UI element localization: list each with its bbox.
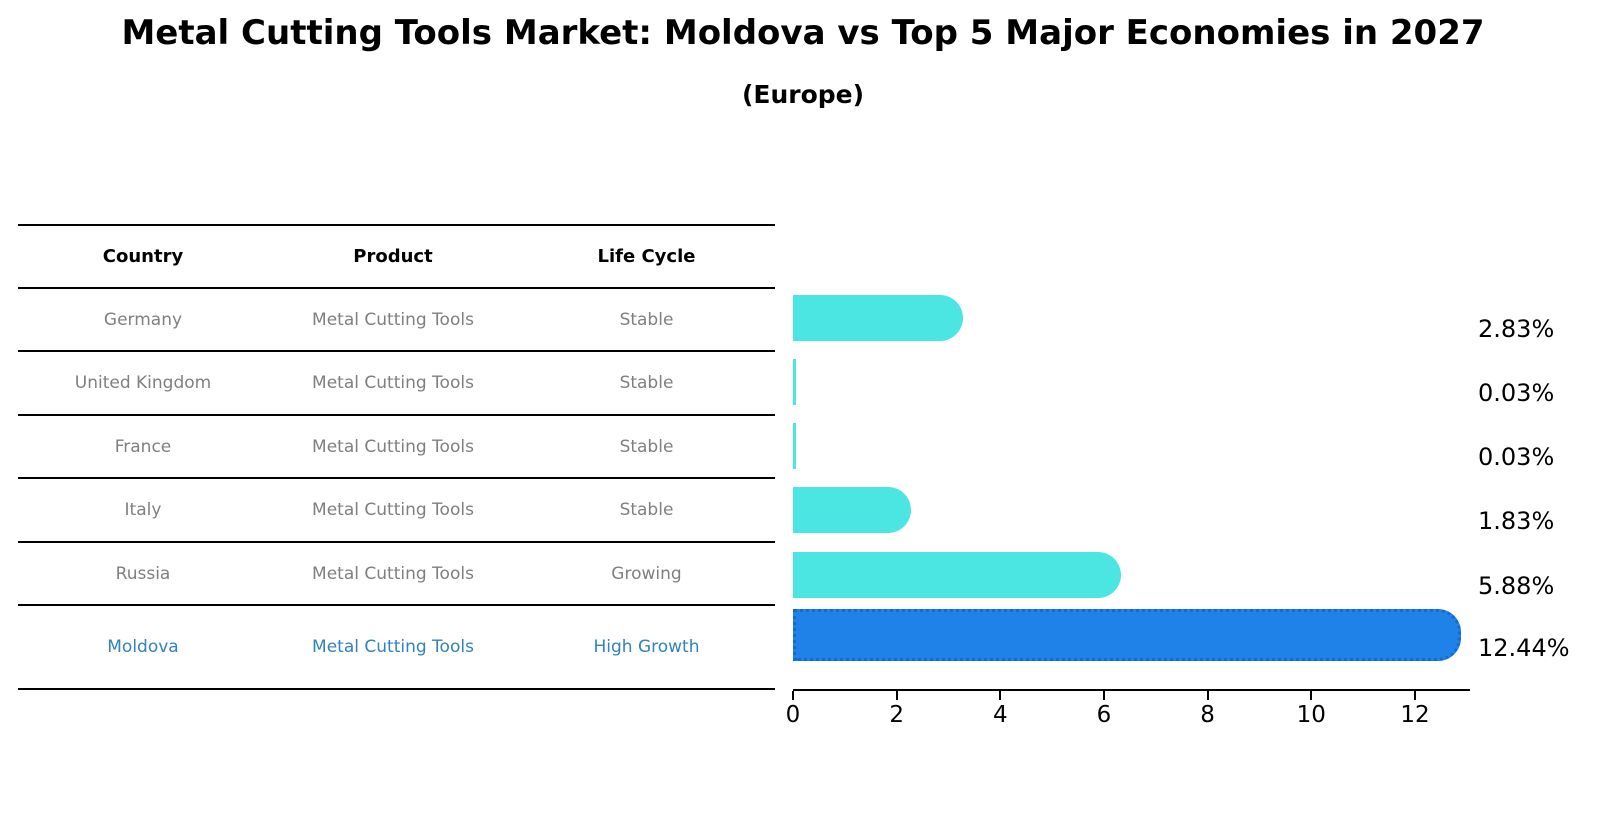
x-axis-tick <box>895 691 898 700</box>
value-label-united-kingdom: 0.03% <box>1478 379 1555 407</box>
x-axis-tick-label: 4 <box>992 702 1008 728</box>
bar-italy <box>793 487 911 533</box>
chart-title: Metal Cutting Tools Market: Moldova vs T… <box>121 13 1485 53</box>
table-cell-life-cycle: High Growth <box>593 637 700 657</box>
table-divider <box>18 414 775 416</box>
table-cell-life-cycle: Stable <box>619 436 674 457</box>
table-divider <box>18 224 775 226</box>
x-axis-line <box>793 689 1470 691</box>
x-axis-tick <box>999 691 1002 700</box>
table-cell-country: France <box>114 436 172 457</box>
x-axis-tick <box>1102 691 1105 700</box>
bar-moldova-highlighted <box>793 609 1461 661</box>
x-axis-tick-label: 10 <box>1296 702 1326 728</box>
bar-germany <box>793 295 963 341</box>
x-axis-tick <box>792 691 794 700</box>
table-divider <box>18 541 775 543</box>
table-header-country: Country <box>102 246 184 267</box>
bar-russia <box>793 552 1121 598</box>
bar-france <box>793 423 796 469</box>
value-label-germany: 2.83% <box>1478 315 1555 343</box>
x-axis-tick <box>1413 691 1416 700</box>
table-cell-product: Metal Cutting Tools <box>312 500 474 520</box>
table-cell-country: Moldova <box>107 637 179 657</box>
table-cell-life-cycle: Growing <box>611 563 682 584</box>
x-axis-tick <box>1310 691 1313 700</box>
table-row-italy: Italy Metal Cutting Tools Stable <box>18 479 775 541</box>
table-divider <box>18 604 775 606</box>
table-row-france: France Metal Cutting Tools Stable <box>18 416 775 477</box>
value-label-italy: 1.83% <box>1478 507 1555 535</box>
table-cell-life-cycle: Stable <box>619 309 674 330</box>
table-cell-product: Metal Cutting Tools <box>312 309 474 330</box>
table-divider <box>18 287 775 289</box>
table-cell-country: Germany <box>103 309 183 330</box>
table-divider <box>18 688 775 690</box>
table-cell-product: Metal Cutting Tools <box>312 436 474 457</box>
table-cell-country: United Kingdom <box>74 373 212 393</box>
table-cell-product: Metal Cutting Tools <box>312 563 474 584</box>
table-row-united-kingdom: United Kingdom Metal Cutting Tools Stabl… <box>18 352 775 414</box>
value-label-moldova: 12.44% <box>1478 634 1570 662</box>
chart-subtitle: (Europe) <box>741 80 865 109</box>
x-axis-tick-label: 8 <box>1200 702 1215 728</box>
bar-united-kingdom <box>793 359 796 405</box>
table-cell-life-cycle: Stable <box>619 373 674 393</box>
table-row-russia: Russia Metal Cutting Tools Growing <box>18 543 775 604</box>
value-label-france: 0.03% <box>1478 443 1555 471</box>
x-axis-tick <box>1206 691 1209 700</box>
table-row-germany: Germany Metal Cutting Tools Stable <box>18 289 775 350</box>
table-header-row: Country Product Life Cycle <box>18 226 775 287</box>
table-header-product: Product <box>353 246 433 267</box>
table-cell-country: Russia <box>115 563 171 584</box>
table-header-life-cycle: Life Cycle <box>597 246 696 267</box>
x-axis-tick-label: 12 <box>1400 702 1430 728</box>
table-divider <box>18 477 775 479</box>
x-axis-tick-label: 2 <box>889 702 904 728</box>
table-cell-product: Metal Cutting Tools <box>312 637 474 657</box>
table-cell-product: Metal Cutting Tools <box>312 373 474 393</box>
table-row-moldova-highlighted: Moldova Metal Cutting Tools High Growth <box>18 606 775 688</box>
x-axis-tick-label: 0 <box>785 702 801 728</box>
table-divider <box>18 350 775 352</box>
table-cell-country: Italy <box>124 500 162 520</box>
value-label-russia: 5.88% <box>1478 572 1555 600</box>
x-axis-tick-label: 6 <box>1096 702 1112 728</box>
table-cell-life-cycle: Stable <box>619 500 674 520</box>
